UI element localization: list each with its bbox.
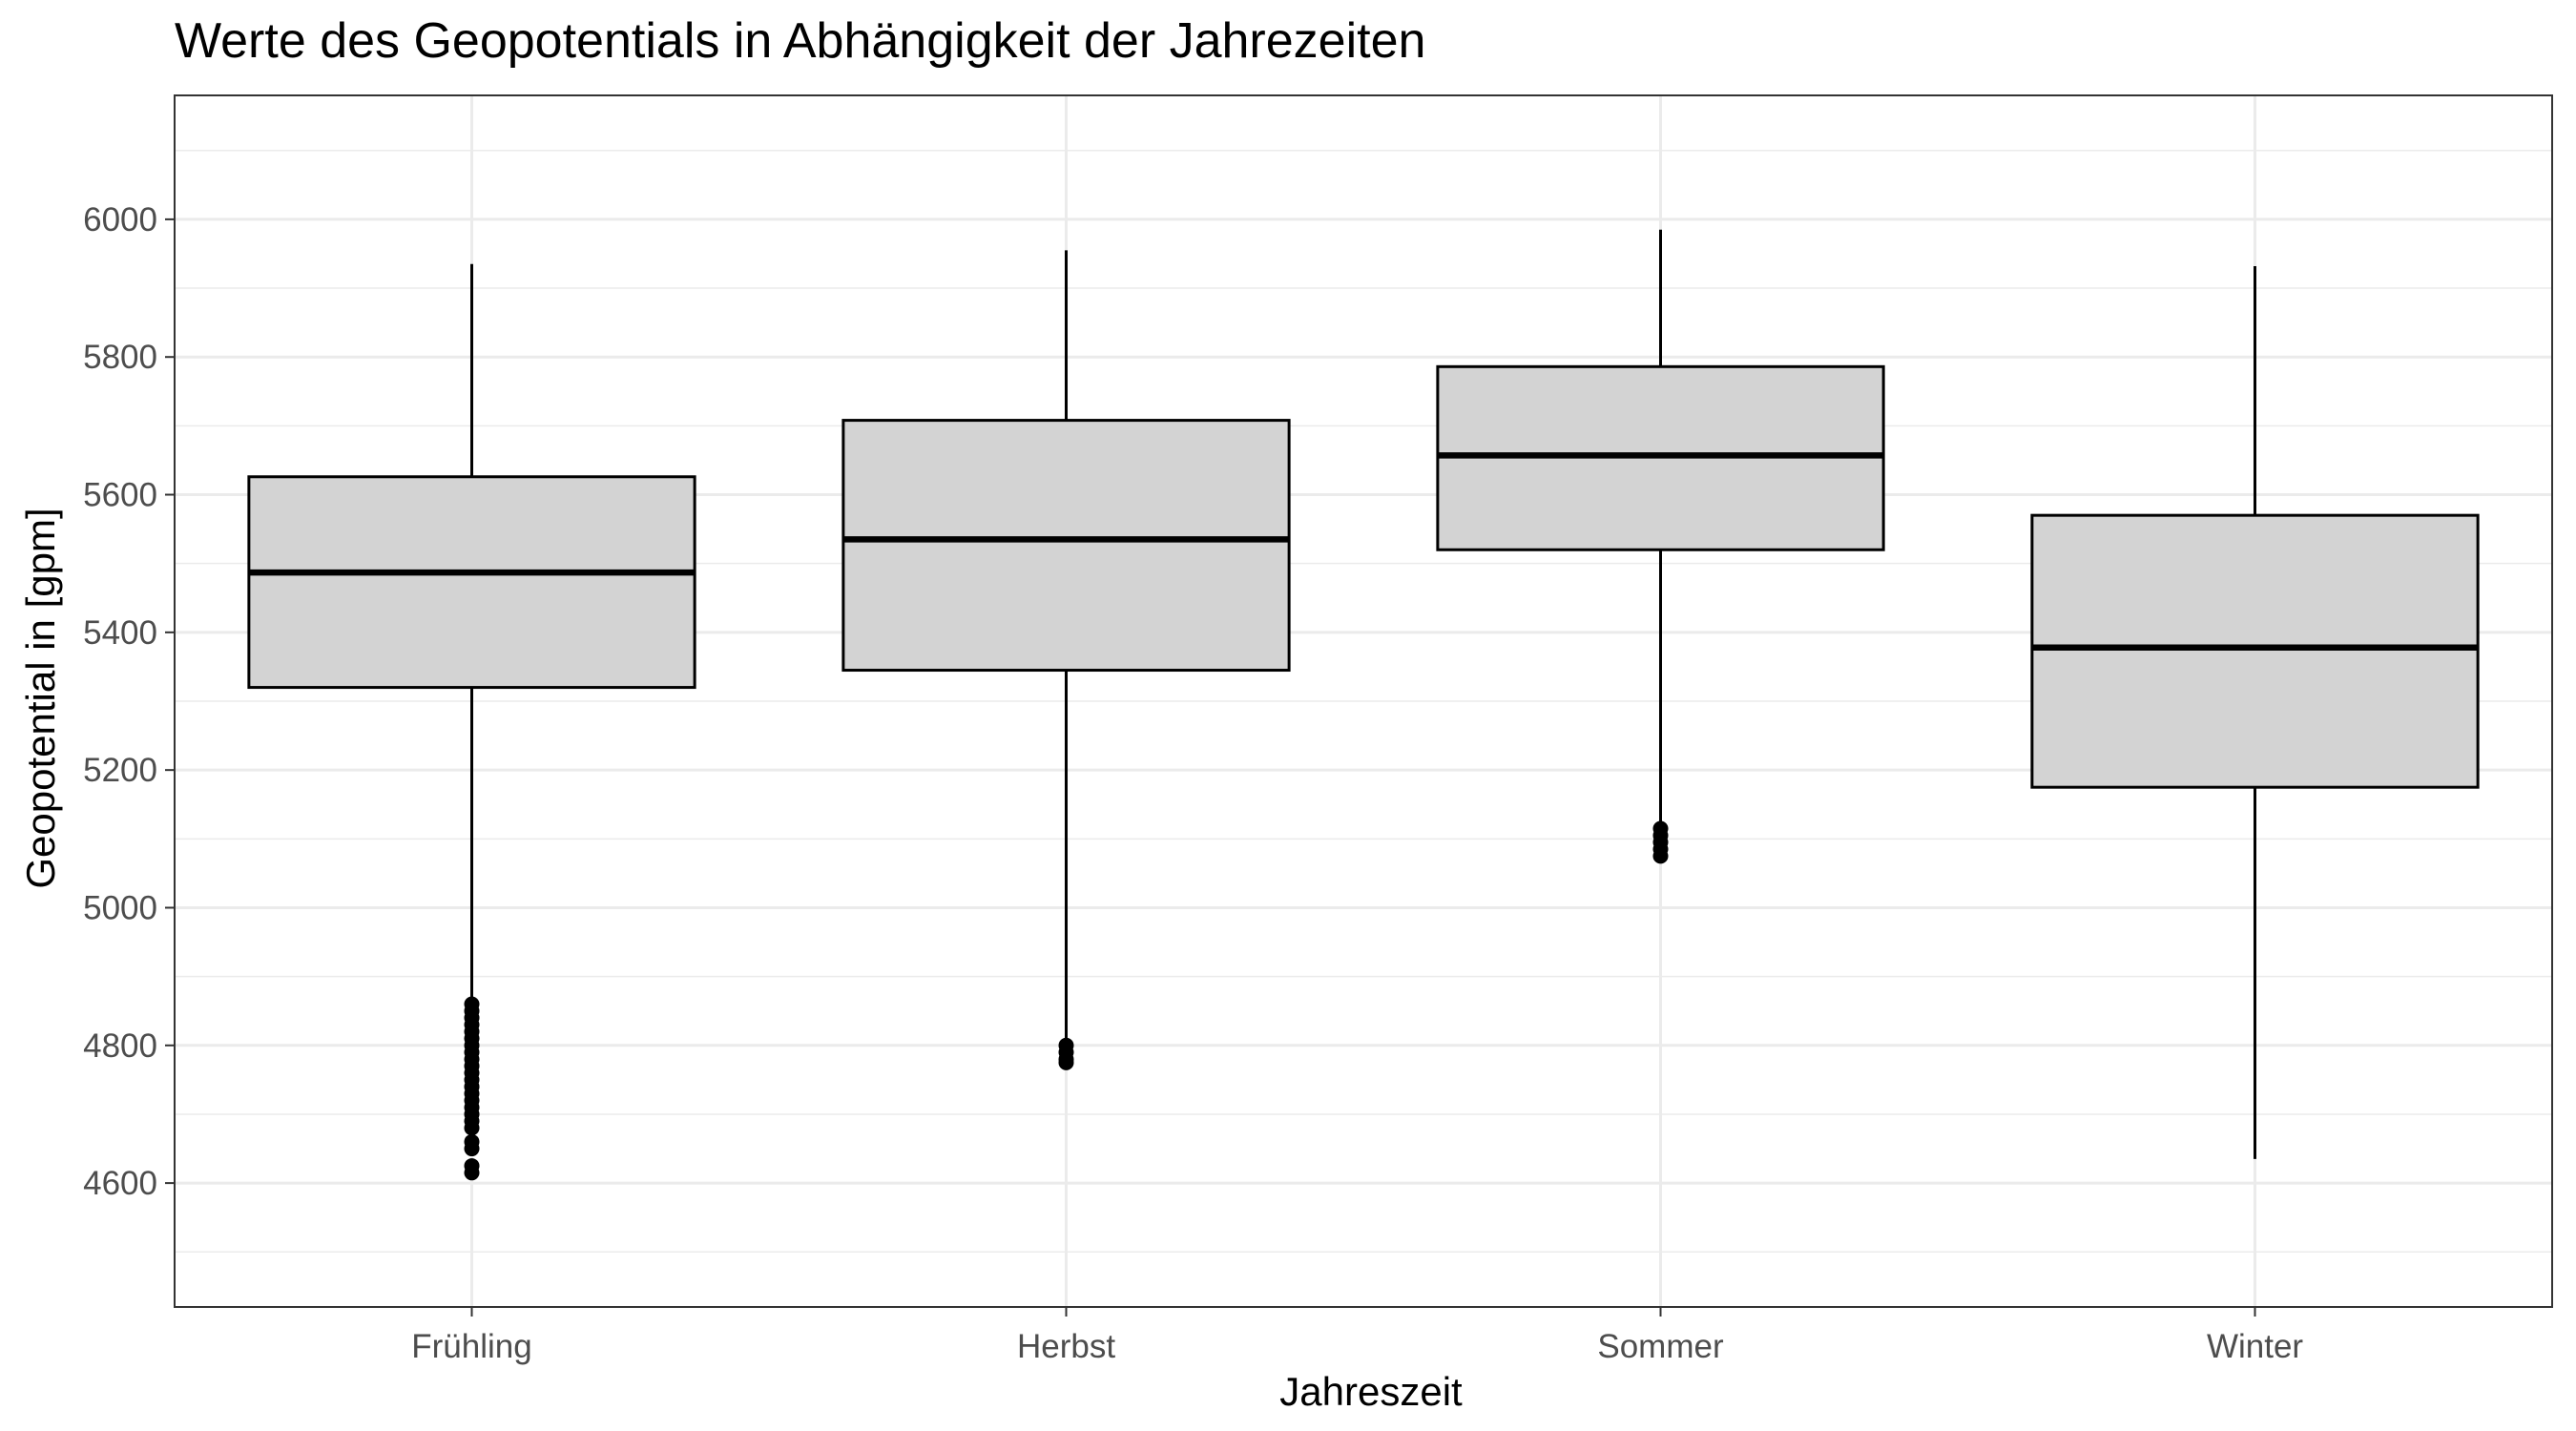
y-tick-label: 5400 [83, 614, 157, 652]
x-tick-label: Sommer [1597, 1328, 1724, 1365]
x-tick-label: Winter [2207, 1328, 2303, 1365]
box-group-Herbst [841, 250, 1291, 1070]
outlier-point [1652, 848, 1669, 864]
x-tick-label: Herbst [1017, 1328, 1115, 1365]
iqr-box [247, 475, 696, 690]
y-axis-title: Geopotential in [gpm] [18, 508, 63, 888]
box-group-Winter [2030, 265, 2480, 1159]
outlier-point [464, 1120, 480, 1136]
y-tick-label: 5600 [83, 477, 157, 514]
outlier-point [1058, 1054, 1074, 1070]
y-tick-label: 4600 [83, 1165, 157, 1202]
iqr-box [2030, 513, 2480, 789]
boxes [247, 229, 2480, 1181]
chart-title: Werte des Geopotentials in Abhängigkeit … [175, 13, 1425, 69]
y-tick-label: 4800 [83, 1027, 157, 1065]
box-group-Frühling [247, 263, 696, 1181]
box-group-Sommer [1436, 229, 1885, 864]
plot-panel-border [174, 94, 2553, 1308]
x-tick-label: Frühling [411, 1328, 531, 1365]
x-axis: Frühling Herbst Sommer Winter [411, 1307, 2303, 1365]
y-tick-label: 5800 [83, 339, 157, 376]
y-axis: 4600 4800 5000 5200 5400 5600 5800 6000 [83, 201, 175, 1202]
y-tick-label: 5200 [83, 752, 157, 789]
outlier-point [464, 1141, 480, 1157]
y-tick-label: 5000 [83, 889, 157, 926]
y-tick-label: 6000 [83, 201, 157, 238]
iqr-box [841, 419, 1291, 673]
outlier-point [464, 1165, 480, 1181]
x-axis-title: Jahreszeit [1279, 1369, 1463, 1414]
